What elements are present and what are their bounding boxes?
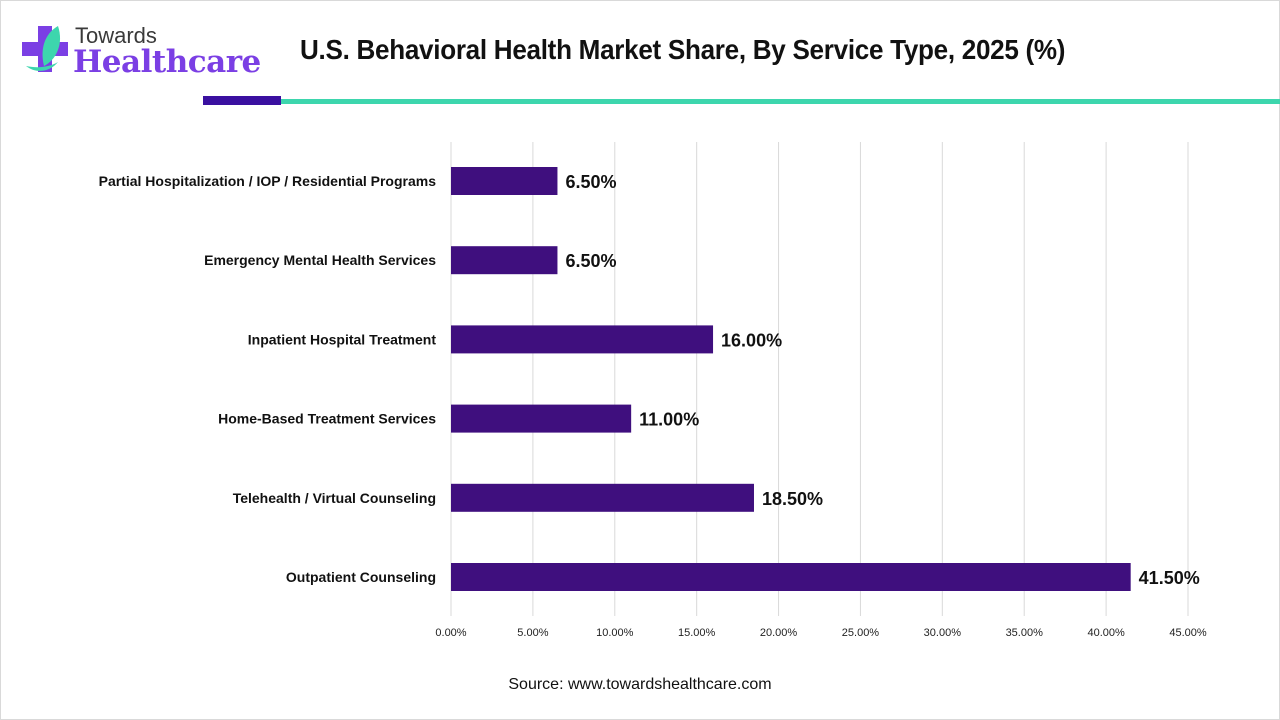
gridlines [450,142,1189,616]
data-label: 16.00% [721,330,782,350]
category-label: Home-Based Treatment Services [218,411,436,427]
source-note: Source: www.towardshealthcare.com [508,676,772,693]
x-tick-label: 15.00% [678,627,716,639]
category-label: Partial Hospitalization / IOP / Resident… [99,173,437,189]
x-axis-ticks: 0.00% 5.00% 10.00% 15.00% 20.00% 25.00% 30.00%… [435,627,1206,639]
bar [451,563,1131,591]
bars [451,167,1131,591]
data-label: 6.50% [565,172,616,192]
bar [451,404,632,433]
data-label: 41.50% [1139,568,1200,588]
category-label: Outpatient Counseling [286,569,436,585]
bar [451,483,754,512]
bar [451,167,558,195]
chart-title: U.S. Behavioral Health Market Share, By … [300,34,1066,65]
medical-cross-leaf-icon [22,26,68,72]
x-tick-label: 25.00% [842,627,880,639]
x-tick-label: 0.00% [435,627,466,639]
brand-name-line1: Towards [75,23,157,48]
x-tick-label: 35.00% [1006,627,1044,639]
data-label: 11.00% [639,410,699,430]
category-label: Telehealth / Virtual Counseling [233,490,436,506]
bar [451,246,558,275]
data-label: 18.50% [762,489,823,509]
category-labels: Partial Hospitalization / IOP / Resident… [99,173,437,585]
data-labels: 6.50% 6.50% 16.00% 11.00% 18.50% 41.50% [565,172,1199,588]
bar [451,325,714,354]
brand-name-line2: Healthcare [73,44,261,80]
x-tick-label: 30.00% [924,627,962,639]
title-rule [281,99,1280,104]
x-tick-label: 20.00% [760,627,798,639]
x-tick-label: 40.00% [1087,627,1125,639]
x-tick-label: 45.00% [1169,627,1207,639]
data-label: 6.50% [565,251,616,271]
x-tick-label: 10.00% [596,627,634,639]
category-label: Inpatient Hospital Treatment [248,331,437,347]
brand-logo: Towards Healthcare [22,22,261,82]
x-tick-label: 5.00% [517,627,548,639]
title-rule-accent [203,96,281,105]
category-label: Emergency Mental Health Services [204,252,436,268]
